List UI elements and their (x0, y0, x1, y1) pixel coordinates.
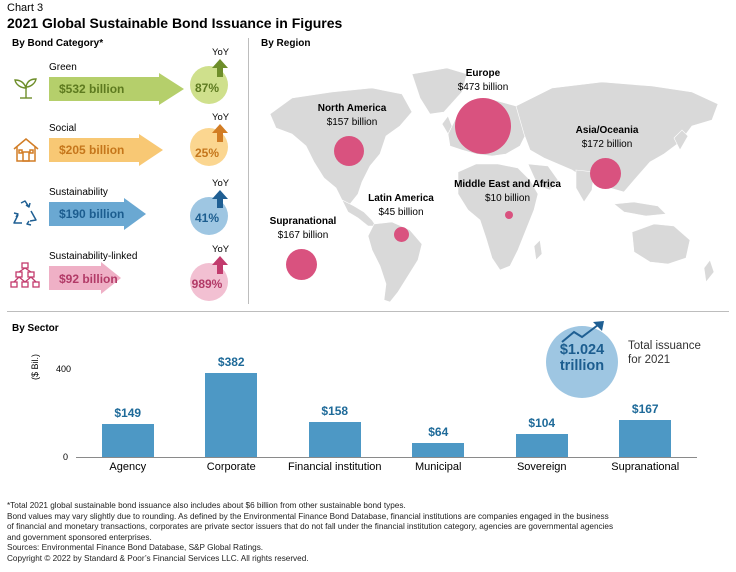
seedling-icon (14, 78, 37, 99)
bar-municipal (412, 442, 465, 457)
region-bubble-north-america (334, 136, 364, 166)
x-tick-label-corporate: Corporate (206, 461, 256, 473)
footnote-4: and government sponsored enterprises. (7, 532, 152, 542)
region-bubble-europe (455, 98, 511, 154)
bar-agency (101, 424, 154, 457)
region-value-europe: $473 billion (457, 82, 509, 93)
category-arrow-social (49, 134, 163, 166)
region-name-asia-oceania: Asia/Oceania (575, 125, 639, 136)
category-arrow-sustainability-linked (49, 262, 121, 294)
up-arrow-icon-green (212, 59, 228, 77)
bar-value-label-municipal: $64 (428, 424, 449, 439)
region-bubble-asia-oceania (590, 158, 621, 189)
chart-title: 2021 Global Sustainable Bond Issuance in… (7, 15, 343, 31)
yoy-label-sustainability: YoY (212, 178, 230, 189)
footnote-6: Copyright © 2022 by Standard & Poor’s Fi… (7, 553, 309, 563)
total-value-line1: $1.024 (559, 342, 605, 358)
footnote-5: Sources: Environmental Finance Bond Data… (7, 543, 264, 552)
footnote-3: of financial and monetary transactions, … (7, 522, 614, 531)
by-sector-title: By Sector (12, 323, 59, 334)
bar-value-label-corporate: $382 (217, 354, 245, 369)
y-tick-400: 400 (56, 364, 72, 374)
region-value-north-america: $157 billion (326, 117, 378, 128)
region-name-middle-east-africa: Middle East and Africa (454, 179, 561, 190)
yoy-label-green: YoY (212, 47, 230, 58)
region-value-asia-oceania: $172 billion (581, 139, 633, 150)
region-name-north-america: North America (317, 103, 387, 114)
chart-label: Chart 3 (7, 2, 44, 14)
total-label-line1: Total issuance (628, 340, 701, 352)
region-bubble-middle-east-africa (505, 211, 513, 219)
total-value-line2: trillion (559, 358, 605, 374)
yoy-value-social: 25% (194, 146, 220, 160)
region-name-europe: Europe (465, 68, 501, 79)
yoy-label-social: YoY (212, 112, 230, 123)
category-name-sustainability: Sustainability (49, 187, 108, 198)
category-value-sustainability: $190 billion (59, 207, 125, 221)
category-name-social: Social (49, 123, 77, 134)
trend-up-icon (561, 321, 604, 343)
region-value-middle-east-africa: $10 billion (484, 193, 531, 204)
region-bubble-latin-america (394, 227, 409, 242)
x-axis-line (76, 457, 697, 458)
region-value-supranational: $167 billion (277, 230, 329, 241)
yoy-value-sustainability-linked: 989% (191, 277, 223, 291)
by-region-title: By Region (261, 38, 311, 49)
bar-corporate (205, 372, 258, 457)
category-name-green: Green (49, 62, 77, 73)
x-tick-label-sovereign: Sovereign (516, 461, 567, 473)
category-arrow-green (49, 73, 184, 105)
region-name-supranational: Supranational (269, 216, 337, 227)
footnotes: *Total 2021 global sustainable bond issu… (7, 501, 729, 564)
category-arrow-sustainability (49, 198, 146, 230)
horizontal-divider (7, 311, 729, 312)
up-arrow-icon-sustainability (212, 190, 228, 208)
region-bubble-supranational (286, 249, 317, 280)
up-arrow-icon-social (212, 124, 228, 142)
bar-value-label-agency: $149 (114, 406, 142, 421)
bar-financial-institution (308, 422, 361, 457)
yoy-label-sustainability-linked: YoY (212, 244, 230, 255)
bar-supranational (619, 420, 672, 457)
y-tick-0: 0 (63, 452, 69, 462)
total-label-line2: for 2021 (628, 354, 671, 366)
up-arrow-icon-sustainability-linked (212, 256, 228, 274)
vertical-divider (248, 38, 249, 304)
category-value-social: $205 billion (59, 143, 125, 157)
region-name-latin-america: Latin America (368, 193, 434, 204)
bar-sovereign (515, 434, 568, 457)
bar-value-label-sovereign: $104 (528, 416, 556, 431)
house-icon (13, 138, 39, 162)
footnote-1: *Total 2021 global sustainable bond issu… (7, 501, 406, 510)
network-icon (10, 262, 40, 288)
bar-value-label-supranational: $167 (631, 402, 659, 417)
x-tick-label-municipal: Municipal (415, 461, 462, 473)
category-value-green: $532 billion (59, 82, 125, 96)
category-value-sustainability-linked: $92 billion (59, 272, 118, 286)
x-tick-label-agency: Agency (109, 461, 147, 473)
bar-value-label-financial-institution: $158 (321, 404, 349, 419)
yoy-value-sustainability: 41% (194, 211, 220, 225)
recycle-icon (13, 200, 37, 226)
footnote-2: Bond values may vary slightly due to rou… (7, 511, 609, 521)
category-name-sustainability-linked: Sustainability-linked (49, 251, 138, 262)
x-tick-label-financial-institution: Financial institution (287, 461, 382, 473)
yoy-value-green: 87% (194, 81, 220, 95)
x-tick-label-supranational: Supranational (611, 461, 680, 473)
region-value-latin-america: $45 billion (378, 207, 424, 218)
by-category-title: By Bond Category* (12, 38, 104, 49)
